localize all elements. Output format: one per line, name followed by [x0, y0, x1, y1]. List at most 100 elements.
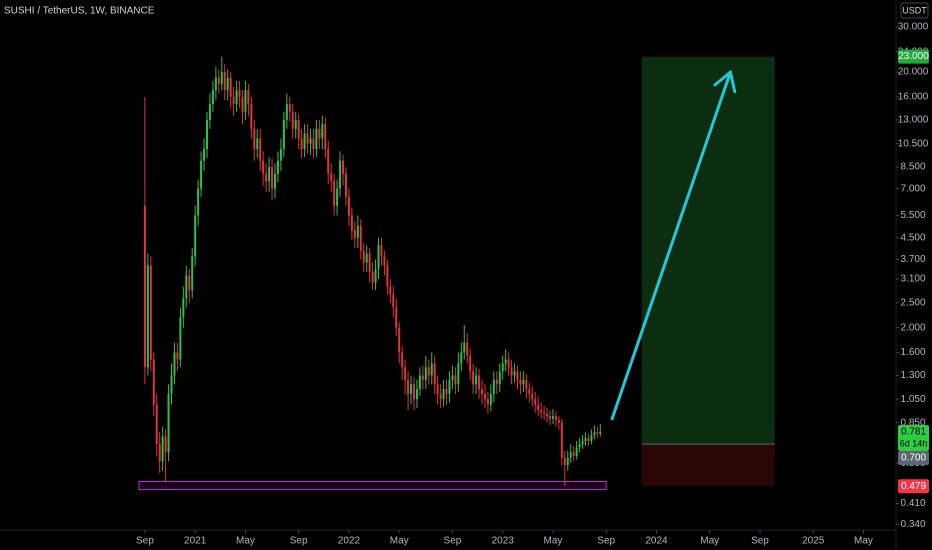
candle-body — [256, 138, 259, 150]
chart-title: SUSHI / TetherUS, 1W, BINANCE — [4, 6, 155, 17]
candle-body — [211, 90, 214, 105]
candle-body — [336, 188, 339, 206]
candle-body — [217, 77, 220, 84]
y-tick-label: 5.500 — [900, 210, 925, 221]
x-tick-label: Sep — [597, 536, 615, 547]
candle-body — [486, 399, 489, 405]
candle-body — [244, 90, 247, 112]
candle-body — [324, 124, 327, 150]
candle-body — [599, 432, 602, 434]
candle-body — [214, 77, 217, 91]
candle-body — [424, 367, 427, 380]
candle-body — [463, 342, 466, 353]
candle-body — [540, 410, 543, 413]
y-tick-label: 0.410 — [900, 498, 925, 509]
candle-body — [167, 394, 170, 453]
y-tick-label: 2.500 — [900, 298, 925, 309]
y-tick-label: 1.050 — [900, 394, 925, 405]
currency-button[interactable] — [900, 2, 929, 19]
x-tick-label: May — [236, 536, 255, 547]
y-tick-label: 1.600 — [900, 347, 925, 358]
candle-body — [226, 77, 229, 91]
y-tick-label: 7.000 — [900, 183, 925, 194]
candle-body — [398, 327, 401, 353]
x-tick-label: Sep — [751, 536, 769, 547]
candle-body — [238, 90, 241, 97]
candle-body — [537, 404, 540, 411]
candle-body — [327, 149, 330, 174]
candle-body — [454, 375, 457, 385]
candle-body — [457, 363, 460, 385]
candle-body — [152, 359, 155, 405]
candle-body — [259, 138, 262, 161]
candle-body — [232, 96, 235, 105]
candle-body — [194, 215, 197, 257]
arrow-shaft — [610, 70, 732, 421]
candle-body — [279, 149, 282, 161]
arrow-head — [713, 70, 732, 87]
candle-body — [436, 384, 439, 395]
y-tick-label: 10.500 — [898, 138, 929, 149]
candle-body — [483, 394, 486, 400]
y-tick-label: 2.000 — [900, 322, 925, 333]
candle-body — [143, 205, 146, 368]
y-tick-label: 13.000 — [898, 115, 929, 126]
candle-body — [472, 371, 475, 385]
support-zone — [138, 481, 607, 491]
candle-body — [253, 128, 256, 150]
y-tick-label: 4.500 — [900, 232, 925, 243]
x-tick-label: May — [390, 536, 409, 547]
candle-body — [271, 167, 274, 189]
countdown-label: 6d 14h — [900, 438, 928, 448]
arrow-head — [728, 70, 737, 94]
candle-body — [563, 457, 566, 466]
candle-body — [291, 111, 294, 129]
candle-body — [188, 275, 191, 291]
y-tick-label: 16.000 — [898, 92, 929, 103]
candle-body — [342, 160, 345, 174]
candle-body — [560, 422, 563, 458]
candle-body — [223, 72, 226, 91]
x-tick-label: May — [700, 536, 719, 547]
candle-body — [478, 375, 481, 390]
candle-body — [158, 444, 161, 462]
candle-body — [522, 379, 525, 385]
candle-body — [554, 416, 557, 421]
candle-body — [519, 379, 522, 385]
x-tick-label: 2023 — [492, 536, 515, 547]
candle-body — [575, 447, 578, 456]
candle-body — [445, 389, 448, 395]
candle-body — [182, 298, 185, 318]
candle-body — [528, 389, 531, 395]
candle-body — [504, 359, 507, 364]
candle-body — [173, 352, 176, 376]
y-tick-label: 0.850 — [900, 417, 925, 428]
candle-body — [368, 253, 371, 273]
candle-body — [495, 379, 498, 385]
candle-body — [229, 77, 232, 97]
candle-body — [448, 379, 451, 395]
candle-body — [430, 363, 433, 376]
stop-label-box — [898, 479, 929, 494]
candle-body — [241, 96, 244, 112]
target-label: 23.000 — [898, 51, 929, 62]
loss-zone — [641, 444, 775, 487]
candle-body — [557, 420, 560, 423]
candle-body — [404, 367, 407, 380]
y-tick-label: 0.340 — [900, 519, 925, 530]
candle-body — [475, 375, 478, 385]
candle-body — [587, 437, 590, 442]
candle-body — [415, 389, 418, 400]
candle-body — [513, 371, 516, 376]
profit-zone — [641, 56, 775, 445]
candle-body — [344, 173, 347, 197]
candle-body — [584, 437, 587, 442]
candle-body — [333, 180, 336, 206]
y-tick-label: 20.000 — [898, 67, 929, 78]
currency-label[interactable]: USDT — [902, 5, 927, 15]
x-tick-label: 2022 — [338, 536, 361, 547]
candle-body — [551, 416, 554, 419]
candle-body — [347, 196, 350, 216]
